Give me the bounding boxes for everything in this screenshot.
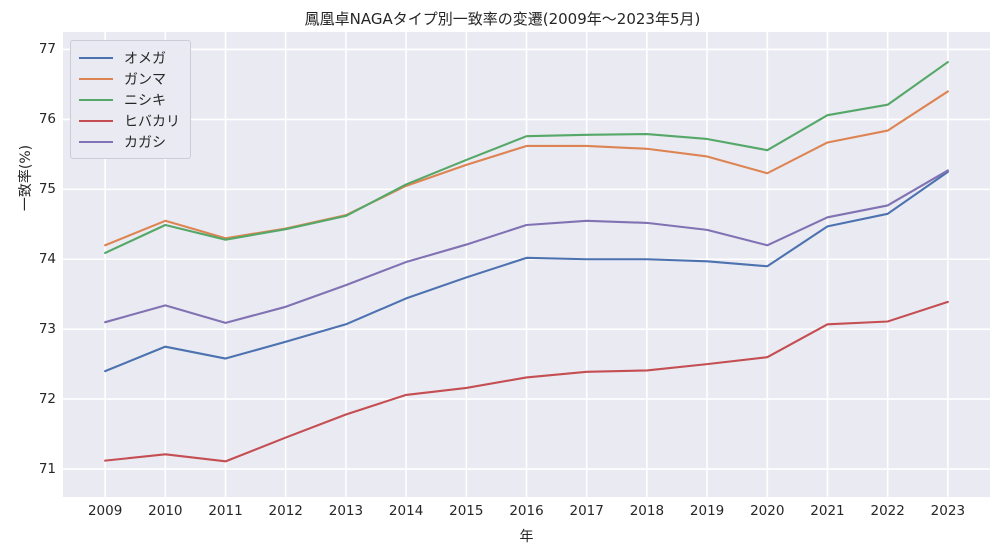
x-tick-label: 2021	[810, 503, 845, 519]
series-line	[104, 90, 949, 247]
y-tick-label: 71	[38, 461, 56, 478]
series-line	[104, 300, 949, 463]
x-tick-label: 2023	[930, 503, 966, 519]
legend-color-swatch	[79, 98, 113, 101]
x-tick-label: 2010	[148, 503, 183, 519]
x-tick-label: 2019	[689, 503, 725, 519]
x-tick-label: 2022	[870, 503, 905, 519]
x-tick-label: 2009	[87, 503, 123, 519]
legend-color-swatch	[79, 56, 113, 59]
plot-area	[63, 32, 990, 497]
grid-lines	[63, 32, 990, 497]
legend-item-label: ヒバカリ	[124, 113, 180, 130]
x-tick-label: 2018	[629, 503, 665, 519]
legend-item-label: カガシ	[124, 134, 166, 151]
y-tick-label: 73	[38, 321, 56, 338]
x-tick-label: 2014	[388, 503, 424, 519]
legend-item[interactable]: ガンマ	[79, 68, 180, 89]
y-axis-tick-labels: 71 72 73 74 75 76 77	[0, 32, 56, 497]
series-line	[104, 170, 949, 373]
x-tick-label: 2016	[509, 503, 544, 519]
chart-title: 鳳凰卓NAGAタイプ別一致率の変遷(2009年〜2023年5月)	[304, 10, 701, 28]
x-tick-label: 2012	[268, 503, 303, 519]
x-tick-label: 2011	[208, 503, 243, 519]
y-tick-label: 77	[38, 41, 56, 58]
y-tick-label: 75	[38, 181, 56, 198]
x-axis-label: 年	[519, 529, 534, 545]
legend-item[interactable]: ニシキ	[79, 89, 180, 110]
series-line	[104, 61, 949, 255]
x-tick-label: 2020	[750, 503, 785, 519]
legend-item[interactable]: ヒバカリ	[79, 110, 180, 131]
x-tick-label: 2015	[449, 503, 484, 519]
legend-item[interactable]: カガシ	[79, 131, 180, 152]
x-tick-label: 2017	[569, 503, 604, 519]
y-tick-label: 72	[38, 391, 56, 408]
chart-legend: オメガガンマニシキヒバカリカガシ	[70, 40, 191, 159]
series-line	[104, 169, 949, 324]
x-tick-label: 2013	[328, 503, 364, 519]
y-axis-label: 一致率(%)	[18, 144, 34, 212]
legend-item[interactable]: オメガ	[79, 47, 180, 68]
legend-item-label: ニシキ	[124, 92, 166, 109]
legend-color-swatch	[79, 140, 113, 143]
x-axis-tick-labels: 2009 2010 2011 2012 2013 2014 2015 2016 2017 2018…	[63, 503, 990, 523]
legend-item-label: オメガ	[124, 50, 166, 67]
legend-color-swatch	[79, 77, 113, 80]
legend-item-label: ガンマ	[124, 71, 166, 88]
y-tick-label: 76	[38, 111, 56, 128]
y-tick-label: 74	[38, 251, 56, 268]
data-series-lines	[104, 61, 949, 463]
legend-color-swatch	[79, 119, 113, 122]
